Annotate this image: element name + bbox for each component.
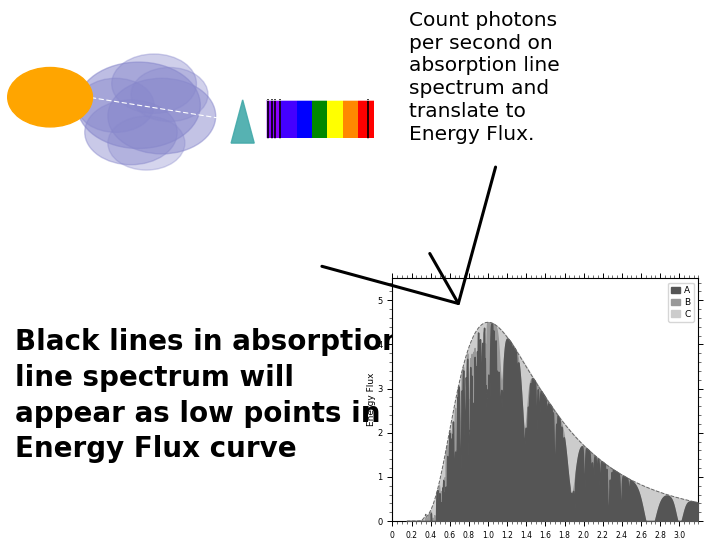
- Bar: [359, 100, 374, 138]
- Bar: [312, 100, 328, 138]
- Circle shape: [77, 62, 200, 149]
- Bar: [297, 100, 312, 138]
- Text: Prism: Prism: [228, 77, 257, 86]
- Circle shape: [77, 78, 154, 132]
- Text: Earth’s atmosphere: Earth’s atmosphere: [15, 238, 232, 256]
- Bar: [343, 100, 359, 138]
- Circle shape: [108, 116, 185, 170]
- Circle shape: [8, 68, 92, 127]
- Bar: [266, 100, 374, 138]
- Polygon shape: [231, 100, 254, 143]
- Circle shape: [112, 54, 197, 113]
- Bar: [282, 100, 297, 138]
- Text: Count photons
per second on
absorption line
spectrum and
translate to
Energy Flu: Count photons per second on absorption l…: [409, 11, 559, 144]
- Legend: A, B, C: A, B, C: [667, 282, 694, 322]
- Circle shape: [108, 78, 216, 154]
- Text: Black lines in absorption
line spectrum will
appear as low points in
Energy Flux: Black lines in absorption line spectrum …: [15, 328, 402, 463]
- Text: Hot
blackbody: Hot blackbody: [2, 165, 59, 186]
- Bar: [328, 100, 343, 138]
- Text: Absorption line spectrum: Absorption line spectrum: [265, 154, 374, 163]
- Y-axis label: Energy Flux: Energy Flux: [367, 373, 376, 427]
- Circle shape: [85, 100, 177, 165]
- Circle shape: [131, 68, 208, 122]
- Bar: [266, 100, 282, 138]
